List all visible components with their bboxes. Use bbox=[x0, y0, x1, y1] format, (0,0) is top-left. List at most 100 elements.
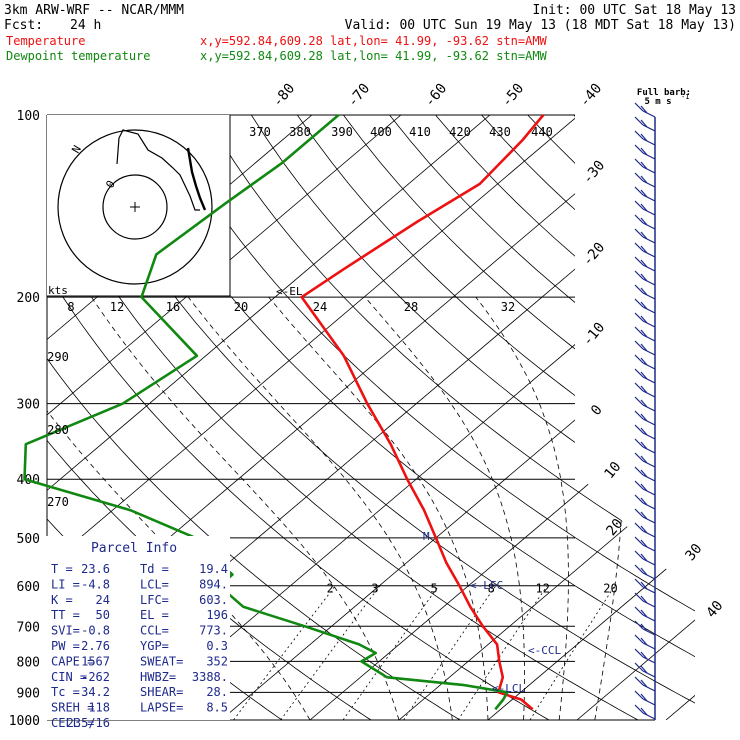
barb-legend-title: Full barb: bbox=[637, 88, 691, 98]
theta-label: 380 bbox=[289, 125, 311, 139]
wind-barb bbox=[640, 385, 648, 394]
isotherm bbox=[47, 115, 580, 720]
wind-barb bbox=[642, 250, 656, 258]
parcel-info-value: LI = bbox=[51, 577, 80, 591]
wind-barb bbox=[640, 567, 648, 576]
wind-barb bbox=[640, 483, 648, 492]
wind-barb bbox=[634, 312, 644, 322]
wind-barb bbox=[642, 530, 656, 538]
theta-label: 410 bbox=[409, 125, 431, 139]
parcel-info-value: SVI= bbox=[51, 624, 80, 638]
hodograph: 8 12 16 20 24 28 32 bbox=[47, 114, 575, 314]
wind-barb bbox=[642, 222, 656, 230]
valid-time: Valid: 00 UTC Sun 19 May 13 (18 MDT Sat … bbox=[345, 18, 736, 33]
dry-adiabat bbox=[481, 115, 695, 720]
dewpoint-legend-info: x,y=592.84,609.28 lat,lon= 41.99, -93.62… bbox=[200, 49, 548, 63]
parcel-info-value: EL = bbox=[140, 608, 169, 622]
wind-barb bbox=[642, 628, 656, 636]
dry-adiabat bbox=[527, 115, 695, 720]
wind-barb bbox=[640, 245, 648, 254]
wind-barb bbox=[634, 284, 644, 294]
parcel-info-value: K = bbox=[51, 593, 73, 607]
wind-barb bbox=[642, 208, 656, 216]
parcel-info-value: 196 bbox=[206, 608, 228, 622]
wind-barb bbox=[642, 152, 656, 160]
wind-barb bbox=[642, 306, 656, 314]
dry-adiabat bbox=[296, 115, 695, 720]
wind-barb bbox=[634, 550, 644, 560]
wind-barb bbox=[642, 488, 656, 496]
dry-adiabat bbox=[112, 115, 695, 720]
wind-barb bbox=[642, 138, 656, 146]
pressure-tick-1000: 1000 bbox=[9, 714, 40, 729]
dry-adiabat bbox=[712, 115, 740, 733]
mixing-ratio-line bbox=[403, 585, 497, 720]
parcel-info-value: TT = bbox=[51, 608, 80, 622]
isotherm-label: 30 bbox=[682, 541, 705, 564]
mixing-ratio-label: 8 bbox=[488, 581, 495, 595]
wind-barb bbox=[634, 424, 644, 434]
parcel-info-value: SHEAR= bbox=[140, 685, 183, 699]
wind-barb bbox=[642, 166, 656, 174]
barb-legend-units: 5 m s bbox=[644, 97, 671, 107]
isotherm-label: -40 bbox=[577, 81, 606, 111]
wind-barb bbox=[634, 592, 644, 602]
wind-barb bbox=[642, 502, 656, 510]
wind-barb bbox=[634, 326, 644, 336]
wind-barb bbox=[642, 558, 656, 566]
parcel-info-value: LAPSE= bbox=[140, 701, 183, 715]
mixing-ratio-line bbox=[280, 585, 381, 720]
pressure-tick-900: 900 bbox=[17, 686, 40, 701]
mixing-ratio-line bbox=[342, 585, 440, 720]
isotherm bbox=[47, 115, 491, 720]
isotherm-label: -70 bbox=[345, 81, 374, 111]
wind-barb bbox=[640, 399, 648, 408]
mixing-ratio-label: 12 bbox=[535, 581, 549, 595]
wind-barb bbox=[640, 273, 648, 282]
parcel-info-value: SWEAT= bbox=[140, 654, 183, 668]
hodograph-ring-label: 28 bbox=[404, 300, 418, 314]
wind-barb bbox=[640, 441, 648, 450]
hodograph-trace-lower bbox=[186, 147, 207, 211]
wind-barb bbox=[640, 231, 648, 240]
isotherm-label: -10 bbox=[580, 320, 609, 350]
wind-barb bbox=[640, 511, 648, 520]
wind-barb bbox=[634, 620, 644, 630]
parcel-info-box: Parcel Info T = 23.6 Td = 19.4 LI = -4.8 LCL= 8… bbox=[46, 536, 230, 730]
wind-barb bbox=[640, 553, 648, 562]
moist-adiabat bbox=[475, 296, 569, 720]
parcel-info-value: 28. bbox=[206, 685, 228, 699]
wind-barb bbox=[642, 432, 656, 440]
parcel-info-value: CCL= bbox=[140, 624, 169, 638]
lfc-marker: <-LFC bbox=[470, 579, 503, 592]
parcel-info-value: -0.8 bbox=[81, 624, 110, 638]
mixing-ratio-label: 20 bbox=[603, 581, 617, 595]
wind-barb bbox=[634, 214, 644, 224]
mixing-ratio-line bbox=[529, 585, 616, 720]
wind-barb bbox=[640, 287, 648, 296]
wind-barb bbox=[640, 175, 648, 184]
wind-barb bbox=[640, 133, 648, 142]
wind-barb bbox=[642, 656, 656, 664]
pressure-tick-800: 800 bbox=[17, 655, 40, 670]
wind-barb bbox=[640, 497, 648, 506]
wind-barb bbox=[640, 455, 648, 464]
isotherm bbox=[47, 115, 402, 720]
wind-barb bbox=[634, 172, 644, 182]
wind-barb bbox=[642, 418, 656, 426]
mixing-ratio-line bbox=[233, 585, 336, 720]
theta-label: 270 bbox=[47, 495, 69, 509]
temperature-legend: Temperature bbox=[6, 34, 85, 48]
wind-barb bbox=[642, 362, 656, 370]
wind-barb bbox=[640, 609, 648, 618]
wind-barb bbox=[640, 147, 648, 156]
wind-barb bbox=[640, 315, 648, 324]
model-title: 3km ARW-WRF -- NCAR/MMM bbox=[4, 3, 184, 18]
dry-adiabat bbox=[573, 115, 695, 720]
theta-label: 390 bbox=[331, 125, 353, 139]
wind-barb bbox=[642, 376, 656, 384]
wind-barb bbox=[634, 704, 644, 714]
wind-barb bbox=[642, 544, 656, 552]
parcel-info-value: CIN = bbox=[51, 670, 87, 684]
wind-barb bbox=[642, 236, 656, 244]
